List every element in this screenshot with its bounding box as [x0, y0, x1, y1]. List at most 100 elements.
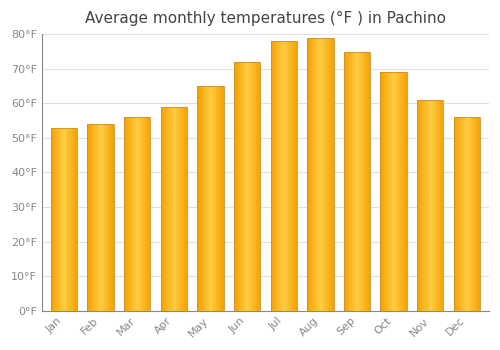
Bar	[238, 62, 239, 310]
Bar	[171, 107, 172, 310]
Bar	[353, 51, 354, 310]
Bar	[479, 117, 480, 310]
Bar	[313, 38, 314, 310]
Bar	[181, 107, 182, 310]
Bar	[52, 127, 54, 310]
Bar	[236, 62, 237, 310]
Bar	[142, 117, 143, 310]
Bar	[104, 124, 105, 310]
Bar	[344, 51, 370, 310]
Bar	[359, 51, 360, 310]
Bar	[391, 72, 392, 310]
Bar	[427, 100, 428, 310]
Bar	[237, 62, 238, 310]
Bar	[394, 72, 395, 310]
Bar	[434, 100, 435, 310]
Bar	[185, 107, 186, 310]
Bar	[364, 51, 365, 310]
Bar	[277, 41, 278, 310]
Bar	[309, 38, 310, 310]
Bar	[332, 38, 333, 310]
Bar	[389, 72, 390, 310]
Bar	[462, 117, 463, 310]
Bar	[111, 124, 112, 310]
Bar	[325, 38, 326, 310]
Bar	[382, 72, 383, 310]
Bar	[328, 38, 329, 310]
Bar	[62, 127, 64, 310]
Bar	[417, 100, 418, 310]
Bar	[387, 72, 388, 310]
Bar	[347, 51, 348, 310]
Bar	[90, 124, 92, 310]
Bar	[88, 124, 90, 310]
Bar	[207, 86, 208, 310]
Bar	[218, 86, 219, 310]
Bar	[243, 62, 244, 310]
Bar	[361, 51, 362, 310]
Bar	[183, 107, 184, 310]
Bar	[311, 38, 312, 310]
Bar	[245, 62, 246, 310]
Bar	[88, 124, 114, 310]
Bar	[173, 107, 174, 310]
Bar	[437, 100, 438, 310]
Bar	[392, 72, 393, 310]
Bar	[349, 51, 350, 310]
Bar	[284, 41, 285, 310]
Bar	[107, 124, 108, 310]
Bar	[272, 41, 273, 310]
Bar	[357, 51, 358, 310]
Bar	[66, 127, 67, 310]
Bar	[215, 86, 216, 310]
Bar	[368, 51, 369, 310]
Bar	[175, 107, 176, 310]
Bar	[98, 124, 100, 310]
Bar	[68, 127, 69, 310]
Bar	[75, 127, 76, 310]
Bar	[345, 51, 346, 310]
Bar	[184, 107, 185, 310]
Bar	[148, 117, 149, 310]
Bar	[270, 41, 271, 310]
Bar	[221, 86, 222, 310]
Bar	[324, 38, 325, 310]
Bar	[128, 117, 130, 310]
Bar	[474, 117, 475, 310]
Bar	[323, 38, 324, 310]
Bar	[366, 51, 367, 310]
Bar	[234, 62, 260, 310]
Bar	[400, 72, 401, 310]
Bar	[381, 72, 382, 310]
Bar	[72, 127, 73, 310]
Bar	[441, 100, 442, 310]
Bar	[209, 86, 210, 310]
Bar	[469, 117, 470, 310]
Bar	[234, 62, 235, 310]
Bar	[124, 117, 126, 310]
Bar	[307, 38, 308, 310]
Bar	[179, 107, 180, 310]
Bar	[390, 72, 391, 310]
Bar	[460, 117, 461, 310]
Bar	[440, 100, 441, 310]
Bar	[456, 117, 457, 310]
Bar	[110, 124, 111, 310]
Bar	[176, 107, 177, 310]
Bar	[333, 38, 334, 310]
Bar	[346, 51, 347, 310]
Bar	[109, 124, 110, 310]
Bar	[94, 124, 96, 310]
Bar	[350, 51, 351, 310]
Bar	[285, 41, 286, 310]
Bar	[254, 62, 255, 310]
Bar	[252, 62, 253, 310]
Bar	[288, 41, 289, 310]
Bar	[384, 72, 385, 310]
Bar	[397, 72, 398, 310]
Bar	[385, 72, 386, 310]
Bar	[380, 72, 407, 310]
Bar	[454, 117, 480, 310]
Bar	[433, 100, 434, 310]
Bar	[362, 51, 363, 310]
